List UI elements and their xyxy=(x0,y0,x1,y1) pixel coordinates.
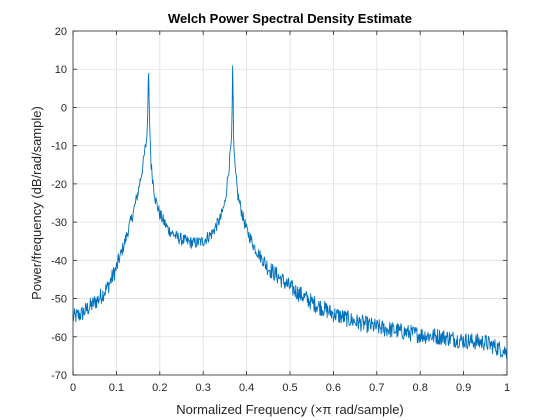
series-group xyxy=(72,65,508,360)
y-tick-label: 20 xyxy=(55,26,67,38)
y-tick-label: -10 xyxy=(51,141,67,153)
y-axis-label: Power/frequency (dB/rad/sample) xyxy=(29,106,44,300)
x-tick-label: 0 xyxy=(70,382,76,394)
y-tick-label: -20 xyxy=(51,179,67,191)
y-tick-label: 0 xyxy=(61,102,67,114)
x-tick-label: 0.1 xyxy=(109,382,124,394)
y-tick-label: -70 xyxy=(51,370,67,382)
y-tick-label: 10 xyxy=(55,64,67,76)
x-tick-labels: 0 0.1 0.2 0.3 0.4 0.5 0.6 0.7 0.8 0.9 1 xyxy=(70,382,510,394)
tick-marks xyxy=(72,30,508,376)
y-tick-labels: -70 -60 -50 -40 -30 -20 -10 0 10 20 xyxy=(51,26,67,382)
grid-lines xyxy=(73,31,507,375)
x-tick-label: 0.2 xyxy=(152,382,167,394)
x-tick-label: 0.7 xyxy=(369,382,384,394)
psd-series-line xyxy=(72,65,508,360)
x-tick-label: 1 xyxy=(504,382,510,394)
y-tick-label: -60 xyxy=(51,332,67,344)
x-tick-label: 0.8 xyxy=(413,382,428,394)
x-tick-label: 0.3 xyxy=(196,382,211,394)
x-tick-label: 0.6 xyxy=(326,382,341,394)
y-tick-label: -30 xyxy=(51,217,67,229)
x-axis-label: Normalized Frequency (×π rad/sample) xyxy=(176,402,404,417)
x-tick-label: 0.9 xyxy=(456,382,471,394)
y-tick-label: -50 xyxy=(51,294,67,306)
y-tick-label: -40 xyxy=(51,255,67,267)
x-tick-label: 0.5 xyxy=(282,382,297,394)
x-tick-label: 0.4 xyxy=(239,382,254,394)
chart-title: Welch Power Spectral Density Estimate xyxy=(168,11,412,26)
